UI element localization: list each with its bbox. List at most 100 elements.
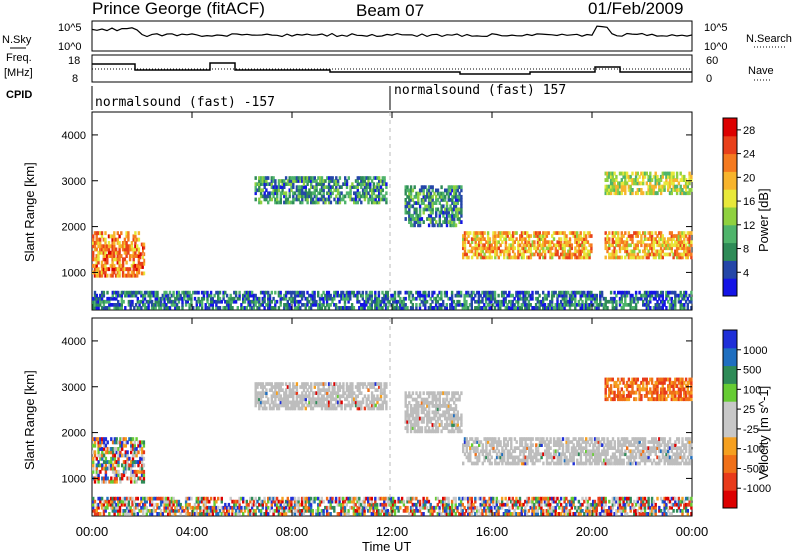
echo-cell <box>529 246 533 251</box>
echo-cell <box>426 217 429 221</box>
echo-cell <box>137 469 140 474</box>
echo-cell <box>586 252 590 257</box>
echo-cell <box>299 194 302 199</box>
echo-cell <box>335 185 338 189</box>
echo-cell <box>372 394 376 399</box>
echo-cell <box>261 296 264 301</box>
echo-cell <box>490 293 493 298</box>
echo-cell <box>429 303 432 307</box>
echo-cell <box>478 240 481 244</box>
echo-cell <box>199 299 202 304</box>
echo-cell <box>643 446 647 450</box>
echo-cell <box>295 176 299 180</box>
echo-cell <box>363 306 366 310</box>
echo-cell <box>397 290 400 295</box>
echo-cell <box>633 243 636 248</box>
echo-cell <box>301 382 304 386</box>
echo-cell <box>372 299 375 304</box>
echo-cell <box>615 449 618 454</box>
echo-cell <box>435 201 438 205</box>
echo-cell <box>485 249 488 254</box>
echo-cell <box>547 246 550 251</box>
echo-cell <box>494 437 497 441</box>
echo-cell <box>574 255 577 260</box>
echo-cell <box>442 410 445 415</box>
echo-cell <box>345 185 349 189</box>
echo-cell <box>636 188 639 192</box>
echo-cell <box>329 194 333 199</box>
echo-cell <box>629 452 632 457</box>
echo-cell <box>370 303 373 307</box>
echo-cell <box>299 293 302 298</box>
echo-cell <box>561 231 565 235</box>
echo-cell <box>408 394 411 399</box>
echo-cell <box>375 299 379 304</box>
echo-cell <box>274 200 277 205</box>
echo-cell <box>333 391 336 395</box>
echo-cell <box>329 200 333 205</box>
echo-cell <box>422 290 425 295</box>
echo-cell <box>504 240 508 244</box>
echo-cell <box>310 182 313 186</box>
echo-cell <box>347 296 350 301</box>
echo-cell <box>465 237 468 241</box>
echo-cell <box>429 204 433 209</box>
echo-cell <box>443 293 447 298</box>
echo-cell <box>663 461 666 466</box>
echo-cell <box>261 382 265 386</box>
echo-cell <box>444 194 447 199</box>
echo-cell <box>447 220 450 224</box>
echo-cell <box>445 303 448 307</box>
echo-cell <box>486 243 490 248</box>
echo-cell <box>125 247 128 252</box>
echo-cell <box>200 299 204 304</box>
echo-cell <box>508 231 511 235</box>
echo-cell <box>270 290 273 295</box>
echo-cell <box>636 449 640 454</box>
echo-cell <box>320 197 324 202</box>
echo-cell <box>606 440 609 444</box>
echo-cell <box>542 440 545 444</box>
echo-cell <box>518 293 522 298</box>
echo-cell <box>656 181 659 186</box>
echo-cell <box>463 437 467 441</box>
echo-cell <box>353 185 356 189</box>
echo-cell <box>511 234 515 238</box>
echo-cell <box>381 197 384 202</box>
echo-cell <box>408 391 411 396</box>
echo-cell <box>172 299 175 304</box>
echo-cell <box>331 391 334 395</box>
echo-cell <box>522 299 525 304</box>
echo-cell <box>327 200 331 205</box>
echo-cell <box>333 296 336 301</box>
echo-cell <box>552 461 556 466</box>
echo-cell <box>681 188 684 192</box>
echo-cell <box>413 296 416 301</box>
echo-cell <box>686 240 689 244</box>
echo-cell <box>122 299 125 304</box>
echo-cell <box>93 479 97 484</box>
echo-cell <box>385 394 388 399</box>
echo-cell <box>411 413 415 418</box>
echo-cell <box>638 249 641 254</box>
echo-cell <box>674 240 677 244</box>
echo-cell <box>565 296 568 301</box>
echo-cell <box>381 194 384 199</box>
echo-cell <box>454 207 458 212</box>
echo-cell <box>137 247 141 252</box>
echo-cell <box>104 469 108 474</box>
echo-cell <box>406 290 409 295</box>
echo-cell <box>265 182 268 186</box>
echo-cell <box>324 382 327 386</box>
echo-cell <box>284 382 288 386</box>
echo-cell <box>504 443 508 447</box>
echo-cell <box>629 455 632 460</box>
echo-cell <box>320 303 323 307</box>
echo-cell <box>570 303 573 307</box>
echo-cell <box>476 243 479 248</box>
echo-cell <box>445 290 448 295</box>
echo-cell <box>527 240 531 244</box>
echo-cell <box>242 306 245 310</box>
echo-cell <box>254 188 257 193</box>
echo-cell <box>577 237 581 241</box>
